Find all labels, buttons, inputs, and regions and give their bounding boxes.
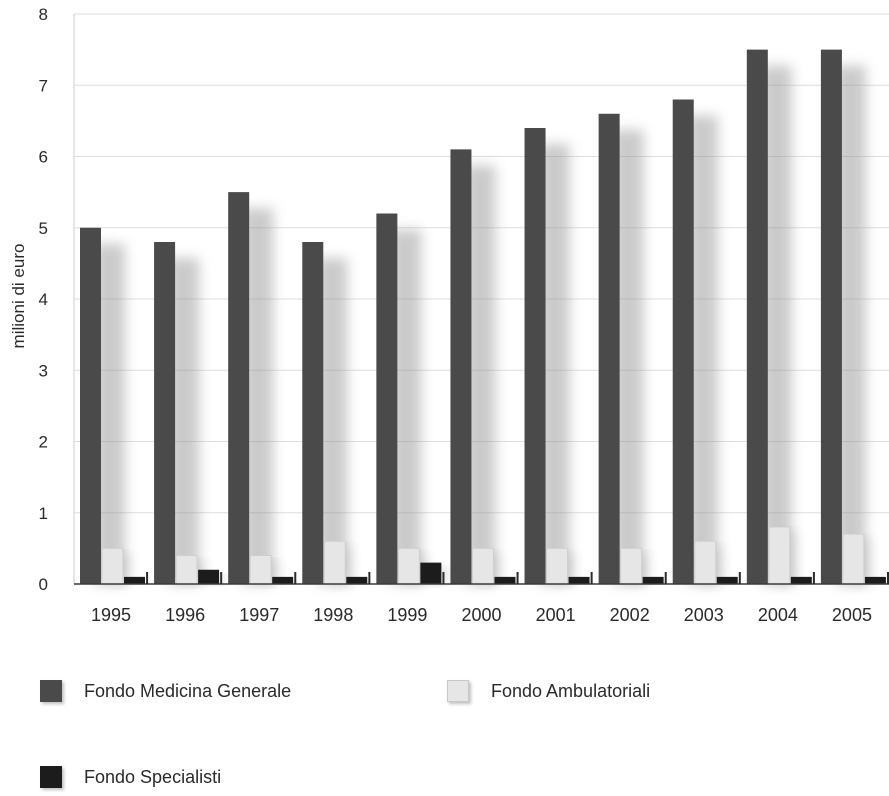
bar-2001-series-0 bbox=[524, 128, 546, 584]
x-tick-label: 1995 bbox=[91, 605, 131, 625]
legend-label-medicina-generale: Fondo Medicina Generale bbox=[84, 680, 292, 701]
bar-2001-series-2 bbox=[568, 576, 590, 584]
x-tick-label: 1999 bbox=[387, 605, 427, 625]
x-tick-label: 2002 bbox=[610, 605, 650, 625]
y-tick-label: 3 bbox=[39, 361, 48, 380]
bar-1999-series-2 bbox=[420, 562, 442, 584]
x-tick-label: 2004 bbox=[758, 605, 798, 625]
y-axis-title: milioni di euro bbox=[9, 244, 28, 349]
y-tick-label: 8 bbox=[39, 5, 48, 24]
bar-2001-series-1 bbox=[546, 547, 569, 585]
legend-item-specialisti: Fondo Specialisti bbox=[40, 766, 221, 788]
x-tick-label: 1996 bbox=[165, 605, 205, 625]
bar-2002-series-1 bbox=[620, 547, 643, 585]
chart-canvas: 0 1 2 3 4 5 6 7 8 1995 1996 1997 1998 1999 2000 2001 200… bbox=[9, 5, 889, 625]
bar-1998-series-0 bbox=[302, 242, 324, 584]
bar-2003-series-1 bbox=[694, 540, 717, 585]
x-tick-label: 1997 bbox=[239, 605, 279, 625]
bar-1996-series-1 bbox=[175, 555, 198, 585]
bar-1995-series-0 bbox=[80, 227, 101, 584]
y-tick-label: 2 bbox=[39, 433, 48, 452]
legend-swatch-specialisti bbox=[40, 766, 62, 788]
y-tick-label: 5 bbox=[39, 219, 48, 238]
y-tick-label: 1 bbox=[39, 504, 48, 523]
bar-1995-series-2 bbox=[124, 576, 145, 584]
bar-1996-series-0 bbox=[154, 242, 176, 584]
bar-1999-series-0 bbox=[376, 213, 398, 584]
bar-1998-series-2 bbox=[346, 576, 368, 584]
bar-1998-series-1 bbox=[323, 540, 346, 585]
bar-layer bbox=[80, 49, 886, 585]
legend-item-medicina-generale: Fondo Medicina Generale bbox=[40, 680, 291, 702]
x-tick-label: 1998 bbox=[313, 605, 353, 625]
bar-1995-series-1 bbox=[101, 547, 124, 585]
chart-legend: Fondo Medicina Generale Fondo Ambulatori… bbox=[0, 640, 889, 796]
bar-1999-series-1 bbox=[397, 547, 420, 585]
bar-2004-series-1 bbox=[768, 526, 791, 585]
y-tick-label: 7 bbox=[39, 76, 48, 95]
bar-1997-series-0 bbox=[228, 192, 250, 584]
legend-label-ambulatoriali: Fondo Ambulatoriali bbox=[491, 680, 651, 701]
legend-label-specialisti: Fondo Specialisti bbox=[84, 766, 222, 787]
x-tick-label: 2001 bbox=[536, 605, 576, 625]
bar-2005-series-1 bbox=[842, 533, 865, 585]
y-tick-label: 4 bbox=[39, 290, 48, 309]
bar-chart: 0 1 2 3 4 5 6 7 8 1995 1996 1997 1998 1999 2000 2001 200… bbox=[9, 5, 889, 625]
bar-1997-series-2 bbox=[272, 576, 294, 584]
x-tick-label: 2005 bbox=[832, 605, 872, 625]
bar-2002-series-0 bbox=[598, 113, 620, 584]
legend-swatch-medicina-generale bbox=[40, 680, 62, 702]
bar-2004-series-2 bbox=[790, 576, 812, 584]
y-tick-label: 0 bbox=[39, 575, 48, 594]
bar-2003-series-2 bbox=[716, 576, 738, 584]
bar-2005-series-2 bbox=[864, 576, 886, 584]
bar-2000-series-0 bbox=[450, 149, 472, 584]
x-tick-label: 2000 bbox=[461, 605, 501, 625]
bar-2002-series-2 bbox=[642, 576, 664, 584]
legend-swatch-ambulatoriali bbox=[447, 680, 469, 702]
bar-2005-series-0 bbox=[820, 49, 842, 584]
y-tick-label: 6 bbox=[39, 148, 48, 167]
bar-2000-series-2 bbox=[494, 576, 516, 584]
bar-2000-series-1 bbox=[471, 547, 494, 585]
bar-1996-series-2 bbox=[198, 569, 220, 584]
bar-2004-series-0 bbox=[746, 49, 768, 584]
bar-shadow-layer bbox=[94, 65, 889, 584]
legend-item-ambulatoriali: Fondo Ambulatoriali bbox=[447, 680, 650, 702]
x-tick-label: 2003 bbox=[684, 605, 724, 625]
bar-2003-series-0 bbox=[672, 99, 694, 584]
bar-1997-series-1 bbox=[249, 555, 272, 585]
axis-layer: 0 1 2 3 4 5 6 7 8 1995 1996 1997 1998 1999 2000 2001 200… bbox=[39, 5, 889, 625]
